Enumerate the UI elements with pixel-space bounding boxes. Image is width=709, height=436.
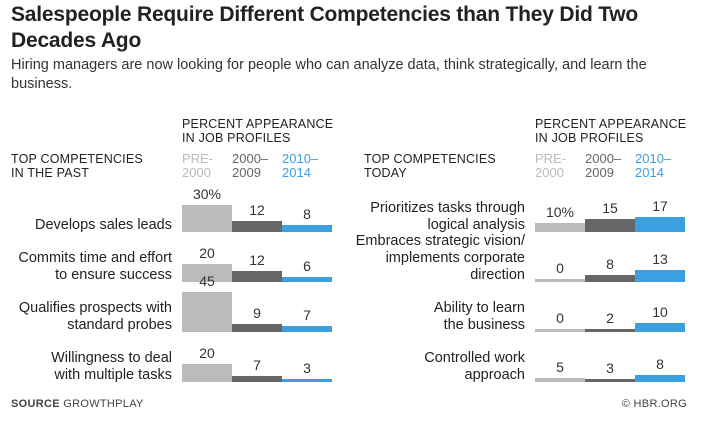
chart-subtitle: Hiring managers are now looking for peop…: [11, 57, 647, 92]
data-label: 20: [199, 345, 215, 361]
data-label: 0: [556, 260, 564, 276]
bar-segment: [535, 223, 585, 232]
bar-segment: [635, 270, 685, 282]
data-label: 17: [652, 198, 668, 214]
bar-segment: [232, 271, 282, 282]
competency-label: Qualifies prospects with standard probes: [18, 300, 172, 333]
data-label: 45: [199, 273, 215, 289]
bar-segment: [232, 376, 282, 382]
percent-appearance-header: PERCENT APPEARANCE IN JOB PROFILES: [182, 117, 334, 145]
period-header: PRE- 2000: [535, 151, 567, 180]
data-label: 7: [253, 357, 261, 373]
data-label: 20: [199, 245, 215, 261]
data-label: 3: [303, 360, 311, 376]
period-header: 2000– 2009: [232, 151, 269, 180]
competencies-heading: TOP COMPETENCIES TODAY: [364, 152, 496, 180]
competency-label: Embraces strategic vision/ implements co…: [355, 233, 525, 283]
competency-label: Commits time and effort to ensure succes…: [18, 250, 172, 283]
data-label: 8: [303, 206, 311, 222]
data-label: 8: [606, 256, 614, 272]
period-header: 2000– 2009: [585, 151, 622, 180]
percent-appearance-header: PERCENT APPEARANCE IN JOB PROFILES: [535, 117, 687, 145]
chart-title: Salespeople Require Different Competenci…: [11, 3, 639, 52]
credit: © HBR.ORG: [621, 398, 687, 410]
data-label: 9: [253, 305, 261, 321]
bar-segment: [535, 378, 585, 382]
bar-segment: [535, 329, 585, 332]
data-label: 0: [556, 310, 564, 326]
bar-segment: [585, 329, 635, 332]
data-label: 2: [606, 310, 614, 326]
source-name: GROWTHPLAY: [63, 398, 144, 410]
bar-segment: [282, 379, 332, 382]
data-label: 6: [303, 258, 311, 274]
bar-segment: [182, 205, 232, 232]
data-label: 12: [249, 202, 265, 218]
period-header: 2010– 2014: [635, 151, 672, 180]
data-label: 5: [556, 359, 564, 375]
period-header: 2010– 2014: [282, 151, 319, 180]
competency-label: Prioritizes tasks through logical analys…: [370, 200, 525, 233]
data-label: 15: [602, 200, 618, 216]
data-label: 10%: [545, 204, 575, 220]
period-header: PRE- 2000: [182, 151, 214, 180]
competency-label: Develops sales leads: [34, 217, 172, 233]
bar-segment: [232, 221, 282, 232]
bar-segment: [585, 275, 635, 282]
competency-label: Willingness to deal with multiple tasks: [51, 350, 172, 383]
bar-segment: [635, 217, 685, 232]
bar-segment: [182, 264, 232, 282]
data-label: 13: [652, 251, 668, 267]
competency-label: Ability to learn the business: [433, 300, 525, 333]
bar-segment: [535, 279, 585, 282]
data-label: 8: [656, 356, 664, 372]
source-label: SOURCE: [11, 398, 60, 410]
bar-segment: [585, 379, 635, 382]
bar-segment: [585, 219, 635, 232]
bar-segment: [232, 324, 282, 332]
data-label: 12: [249, 252, 265, 268]
bar-segment: [282, 326, 332, 332]
bar-segment: [182, 292, 232, 332]
data-label: 30%: [192, 186, 222, 202]
bar-segment: [182, 364, 232, 382]
bar-segment: [635, 375, 685, 382]
bar-segment: [635, 323, 685, 332]
data-label: 7: [303, 307, 311, 323]
source-note: SOURCE GROWTHPLAY: [11, 398, 144, 410]
bar-segment: [282, 277, 332, 282]
competencies-heading: TOP COMPETENCIES IN THE PAST: [11, 152, 143, 180]
competency-label: Controlled work approach: [424, 350, 525, 383]
bar-segment: [282, 225, 332, 232]
data-label: 3: [606, 360, 614, 376]
data-label: 10: [652, 304, 668, 320]
